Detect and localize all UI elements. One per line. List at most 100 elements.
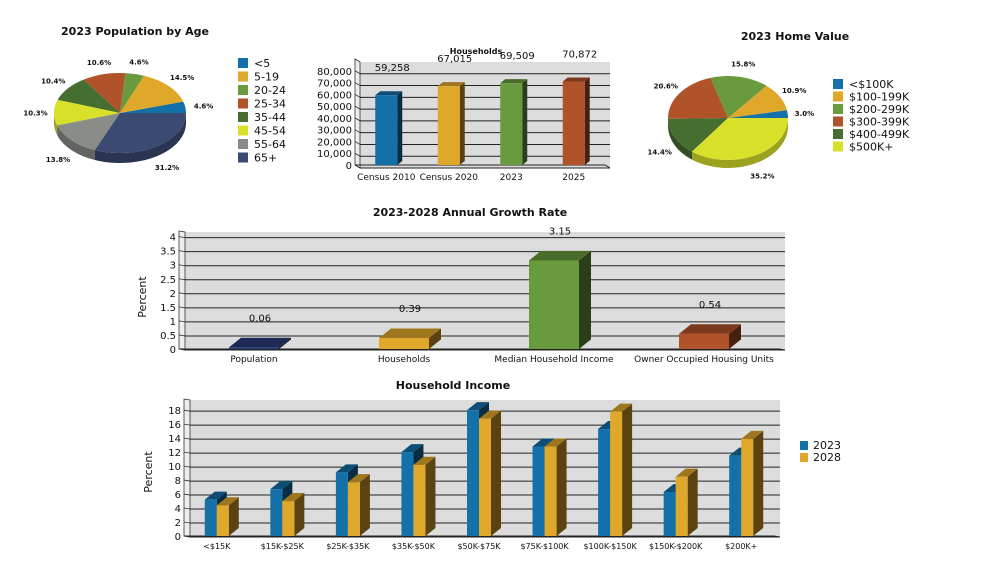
growth-ytick: 3.5	[160, 247, 176, 258]
hh-value-label: 59,258	[375, 63, 410, 74]
income-bar-side	[491, 411, 501, 536]
income-title: Household Income	[396, 379, 510, 392]
growth-ytick: 2	[170, 289, 176, 300]
home-legend-swatch	[833, 92, 843, 102]
hh-ytick: 0	[346, 161, 352, 172]
pop-legend-label: 65+	[254, 152, 277, 165]
income-ytick: 0	[175, 532, 181, 543]
growth-ytick: 0	[170, 345, 176, 356]
pop-value-label: 31.2%	[155, 164, 179, 172]
pop-legend-swatch	[238, 153, 248, 163]
income-xtick: $100K-$150K	[583, 542, 637, 551]
pop-legend-label: <5	[254, 57, 270, 70]
income-bar-side	[360, 474, 370, 536]
pop-legend-label: 25-34	[254, 98, 286, 111]
income-bar	[741, 439, 753, 536]
income-xtick: $150K-$200K	[649, 542, 703, 551]
income-xtick: $75K-$100K	[520, 542, 569, 551]
income-bar	[348, 482, 360, 536]
hh-ytick: 40,000	[317, 114, 352, 125]
hh-ytick: 50,000	[317, 102, 352, 113]
pop-legend-swatch	[238, 85, 248, 95]
hh-bar-side	[397, 91, 402, 165]
home-legend-label: $200-299K	[849, 103, 910, 116]
home-value-label: 15.8%	[731, 61, 755, 69]
growth-xtick: Population	[230, 355, 277, 365]
pop-legend-swatch	[238, 126, 248, 136]
growth-value-label: 0.06	[249, 313, 271, 324]
income-bar-side	[557, 439, 567, 536]
income-xtick: $50K-$75K	[457, 542, 501, 551]
home-legend-swatch	[833, 117, 843, 127]
pop-legend-label: 35-44	[254, 111, 286, 124]
pop-legend-label: 20-24	[254, 84, 286, 97]
pop-value-label: 10.4%	[41, 78, 65, 86]
hh-ytick: 30,000	[317, 126, 352, 137]
pop-legend-label: 55-64	[254, 138, 286, 151]
income-bar	[270, 489, 282, 536]
hh-value-label: 69,509	[500, 51, 535, 62]
hh-xtick: 2023	[500, 173, 523, 183]
income-xtick: $15K-$25K	[261, 542, 305, 551]
income-ytick: 6	[175, 490, 181, 501]
hh-bar-side	[522, 79, 527, 165]
income-ylabel: Percent	[142, 451, 155, 493]
income-xtick: $200K+	[725, 542, 757, 551]
home-legend-swatch	[833, 104, 843, 114]
home-value-label: 10.9%	[782, 87, 806, 95]
income-bar	[676, 477, 688, 536]
hh-xtick: Census 2020	[420, 173, 479, 183]
growth-ytick: 3	[170, 261, 176, 272]
pop-legend-swatch	[238, 99, 248, 109]
income-ytick: 4	[175, 504, 181, 515]
hh-bar	[375, 95, 397, 165]
income-bar	[336, 472, 348, 536]
income-ytick: 18	[168, 406, 181, 417]
hh-xtick: Census 2010	[357, 173, 416, 183]
pop-value-label: 10.3%	[23, 110, 47, 118]
home-legend-swatch	[833, 142, 843, 152]
growth-ytick: 0.5	[160, 331, 176, 342]
income-legend-swatch	[800, 441, 808, 450]
income-ytick: 16	[168, 420, 181, 431]
home-value-label: 14.4%	[648, 148, 672, 156]
income-bar	[205, 500, 217, 536]
hh-ytick: 60,000	[317, 90, 352, 101]
income-bar	[401, 452, 413, 536]
growth-xtick: Median Household Income	[494, 355, 614, 365]
growth-side-wall	[179, 231, 185, 350]
income-bar-side	[622, 404, 632, 536]
pop-value-label: 4.6%	[129, 59, 148, 67]
income-bar	[467, 410, 479, 536]
pop-title: 2023 Population by Age	[61, 25, 209, 38]
income-bar-side	[425, 457, 435, 536]
hh-ytick: 20,000	[317, 137, 352, 148]
home-value-label: 3.0%	[795, 110, 814, 118]
home-legend-label: <$100K	[849, 78, 894, 91]
hh-bar-side	[460, 82, 465, 165]
income-xtick: $25K-$35K	[326, 542, 370, 551]
income-bar	[664, 492, 676, 536]
hh-ytick: 10,000	[317, 149, 352, 160]
home-legend-swatch	[833, 79, 843, 89]
pop-legend-swatch	[238, 112, 248, 122]
income-bar	[479, 419, 491, 536]
home-value-label: 35.2%	[750, 173, 774, 181]
income-ytick: 8	[175, 476, 181, 487]
home-legend-swatch	[833, 129, 843, 139]
hh-bar-side	[585, 78, 590, 165]
income-bar-side	[753, 431, 763, 536]
pop-value-label: 10.6%	[87, 59, 111, 67]
growth-ylabel: Percent	[136, 276, 149, 318]
growth-ytick: 2.5	[160, 275, 176, 286]
growth-xtick: Owner Occupied Housing Units	[634, 355, 774, 365]
income-legend-swatch	[800, 453, 808, 462]
income-side-wall	[184, 399, 190, 537]
growth-bar	[379, 338, 429, 349]
income-bar	[545, 447, 557, 536]
income-bar	[598, 429, 610, 536]
income-bar	[729, 456, 741, 536]
income-legend-label: 2028	[813, 451, 841, 464]
hh-bar	[563, 82, 585, 165]
income-bar	[533, 447, 545, 536]
